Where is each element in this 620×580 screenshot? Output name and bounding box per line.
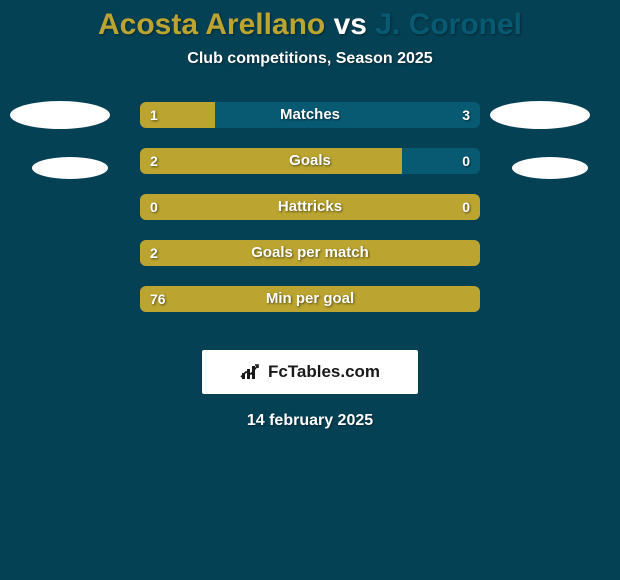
stat-row: 00Hattricks [140,194,480,220]
player-a-marker-1 [10,101,110,129]
stat-value-b: 0 [452,194,480,220]
player-b-marker-1 [490,101,590,129]
stat-row: 13Matches [140,102,480,128]
player-b-marker-2 [512,157,588,179]
stat-value-a: 76 [140,286,176,312]
stat-value-a: 2 [140,148,168,174]
player-a-marker-2 [32,157,108,179]
attribution-text: FcTables.com [268,362,380,382]
date-line: 14 february 2025 [0,412,620,430]
stat-row: 76Min per goal [140,286,480,312]
attribution-badge: FcTables.com [202,350,418,394]
compare-area: 13Matches20Goals00Hattricks2Goals per ma… [0,92,620,332]
stat-value-a: 1 [140,102,168,128]
stat-value-b: 0 [452,148,480,174]
stat-row: 2Goals per match [140,240,480,266]
title-player-a: Acosta Arellano [98,8,325,41]
title-vs: vs [334,8,367,41]
stat-bar-player-a [140,240,480,266]
title-player-b: J. Coronel [375,8,522,41]
stat-value-b: 3 [452,102,480,128]
stat-bar-player-b [215,102,480,128]
stat-bar-player-a [140,148,402,174]
page-title: Acosta Arellano vs J. Coronel [0,0,620,42]
stat-bar-player-a [140,286,480,312]
stat-value-a: 2 [140,240,168,266]
stat-value-b [460,286,480,312]
stat-row: 20Goals [140,148,480,174]
bar-chart-icon [240,363,262,381]
stat-bar-player-a [140,194,480,220]
stat-value-b [460,240,480,266]
stat-value-a: 0 [140,194,168,220]
subtitle: Club competitions, Season 2025 [0,50,620,68]
